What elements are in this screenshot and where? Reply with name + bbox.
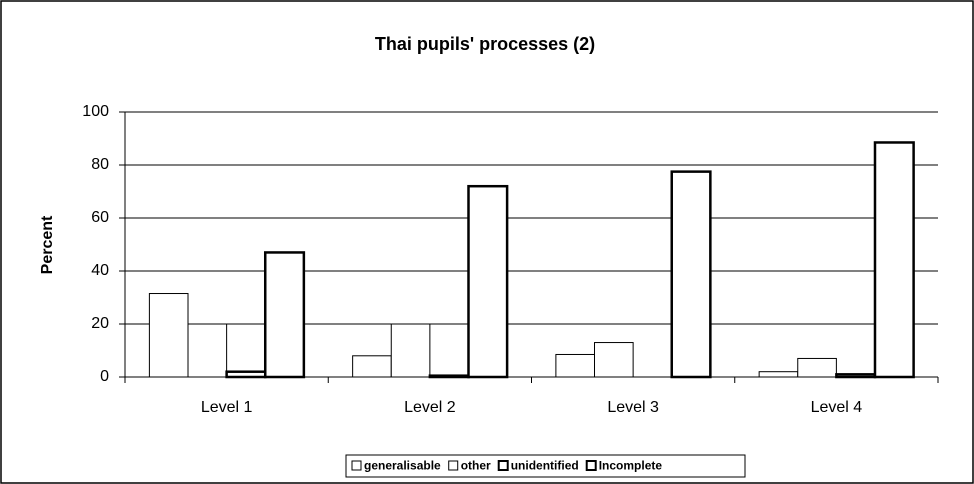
legend-label: other [461,459,491,473]
y-tick-label: 100 [82,103,109,120]
bar [263,251,306,379]
bar [352,355,392,378]
legend-box [345,454,746,478]
bar [225,370,267,379]
x-tick-label: Level 3 [607,399,659,416]
bar [758,371,799,378]
y-tick-label: 20 [91,315,109,332]
bar [148,293,189,378]
bar [594,342,634,378]
bar [835,373,877,379]
legend-swatch [497,460,509,471]
legend-swatch [448,460,459,471]
x-tick-label: Level 1 [201,399,253,416]
bar [670,170,712,379]
legend-label: unidentified [511,459,579,473]
bar [797,357,837,378]
legend-label: Incomplete [599,459,663,473]
y-tick-label: 60 [91,209,109,226]
y-tick-label: 80 [91,156,109,173]
bar [390,323,431,378]
x-tick-label: Level 4 [811,399,863,416]
legend-swatch [585,460,597,471]
legend-swatch [351,460,362,471]
chart-title: Thai pupils' processes (2) [375,34,595,54]
bar [873,141,915,379]
y-tick-label: 0 [100,368,109,385]
bar [187,323,228,378]
bar [467,184,509,379]
bar [428,374,470,379]
y-tick-label: 40 [91,262,109,279]
legend-label: generalisable [364,459,441,473]
x-tick-label: Level 2 [404,399,456,416]
y-axis-title: Percent [39,215,56,274]
bar [555,353,596,378]
